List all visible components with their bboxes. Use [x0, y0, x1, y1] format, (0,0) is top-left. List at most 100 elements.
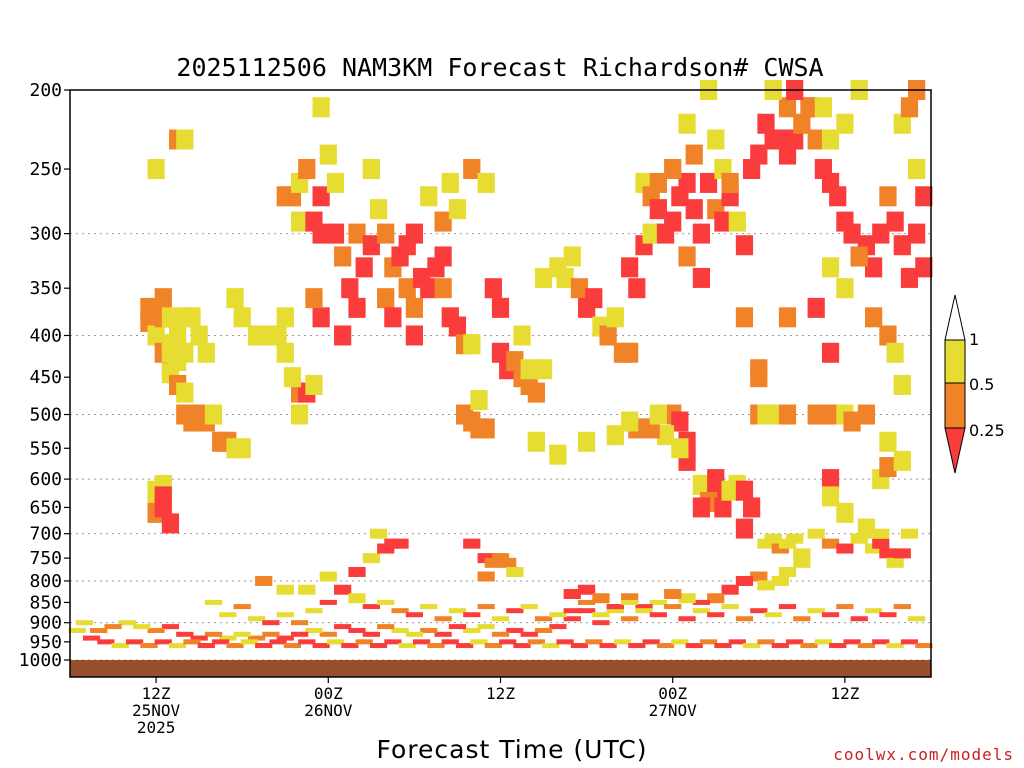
cell-433	[348, 567, 366, 578]
cell-275	[692, 599, 711, 605]
cell-359	[642, 639, 660, 645]
cell-348	[484, 643, 502, 649]
cell-393	[405, 612, 424, 618]
cell-191	[814, 97, 832, 118]
cell-387	[319, 599, 337, 605]
cell-255	[807, 404, 825, 425]
cell-372	[829, 643, 847, 649]
cell-427	[893, 604, 911, 610]
cell-122	[585, 288, 603, 309]
cell-193	[836, 113, 854, 134]
cell-179	[807, 297, 825, 318]
cell-14	[161, 513, 180, 534]
cell-185	[886, 342, 904, 363]
y-axis: 200 250 300 350 400 450 500 550 600 650 700 7508008…	[19, 80, 70, 671]
cell-113	[520, 359, 538, 380]
cell-439	[463, 538, 481, 549]
cell-423	[836, 604, 854, 610]
cell-281	[606, 608, 624, 614]
y-tick-label-450: 450	[29, 367, 62, 388]
cell-148	[735, 235, 754, 256]
cell-184	[879, 325, 897, 346]
cell-70	[348, 223, 366, 244]
cell-413	[692, 608, 711, 614]
cell-250	[879, 457, 897, 478]
cell-156	[793, 113, 811, 134]
cell-28	[204, 404, 223, 425]
cell-212	[606, 425, 624, 446]
cell-277	[664, 589, 682, 600]
cell-327	[183, 639, 201, 645]
cell-403	[549, 612, 567, 618]
cell-293	[434, 631, 452, 637]
cell-411	[664, 604, 682, 610]
cell-188	[778, 97, 797, 118]
cell-325	[154, 639, 172, 645]
cell-124	[599, 325, 617, 346]
cell-378	[915, 643, 933, 649]
cell-305	[262, 631, 280, 637]
cell-207	[671, 438, 689, 459]
cell-401	[520, 604, 538, 610]
cell-227	[735, 518, 754, 539]
cell-177	[900, 97, 919, 118]
cell-312	[161, 624, 180, 630]
cell-383	[262, 620, 280, 626]
cell-335	[298, 639, 316, 645]
x-tick-label-3-0: 00Z	[658, 684, 687, 703]
cell-66	[334, 246, 352, 267]
cell-76	[377, 288, 395, 309]
cell-216	[649, 404, 667, 425]
ground-layer	[70, 660, 931, 677]
cell-13	[154, 497, 172, 518]
cell-115	[513, 325, 531, 346]
y-tick-label-850: 850	[29, 592, 62, 613]
cell-299	[348, 627, 366, 633]
cell-163	[843, 223, 861, 244]
cell-82	[398, 278, 416, 299]
cell-286	[534, 627, 553, 633]
cell-234	[807, 528, 825, 539]
cell-311	[176, 631, 194, 637]
cell-248	[836, 502, 854, 523]
cell-173	[908, 159, 926, 180]
cell-256	[821, 404, 840, 425]
cell-418	[764, 612, 782, 618]
cell-136	[664, 211, 682, 232]
cell-414	[707, 612, 725, 618]
cell-235	[821, 538, 840, 549]
cell-201	[664, 159, 682, 180]
cell-213	[577, 431, 596, 452]
cell-396	[448, 608, 467, 614]
cell-141	[678, 246, 696, 267]
cell-353	[556, 639, 574, 645]
cell-376	[886, 643, 904, 649]
cell-86	[420, 278, 438, 299]
cell-300	[334, 624, 352, 630]
y-tick-label-650: 650	[29, 497, 62, 518]
y-tick-label-250: 250	[29, 159, 62, 180]
cell-395	[434, 616, 452, 622]
colorbar-label-1: 0.5	[969, 375, 994, 394]
cell-85	[405, 325, 424, 346]
y-tick-label-600: 600	[29, 469, 62, 490]
cell-330	[226, 643, 244, 649]
y-tick-label-800: 800	[29, 571, 62, 592]
colorbar-top-arrow	[944, 294, 966, 341]
cell-422	[821, 612, 840, 618]
cell-147	[728, 211, 746, 232]
cell-357	[613, 639, 632, 645]
y-tick-label-950: 950	[29, 632, 62, 653]
cell-105	[484, 278, 502, 299]
cell-106	[491, 297, 510, 318]
cell-303	[290, 631, 309, 637]
cell-361	[671, 639, 689, 645]
cell-134	[649, 199, 667, 220]
cell-342	[398, 643, 416, 649]
cell-246	[821, 469, 840, 490]
cell-23	[176, 382, 194, 403]
cell-50	[290, 211, 309, 232]
cell-102	[448, 199, 467, 220]
cell-339	[355, 639, 373, 645]
cell-323	[125, 639, 144, 645]
